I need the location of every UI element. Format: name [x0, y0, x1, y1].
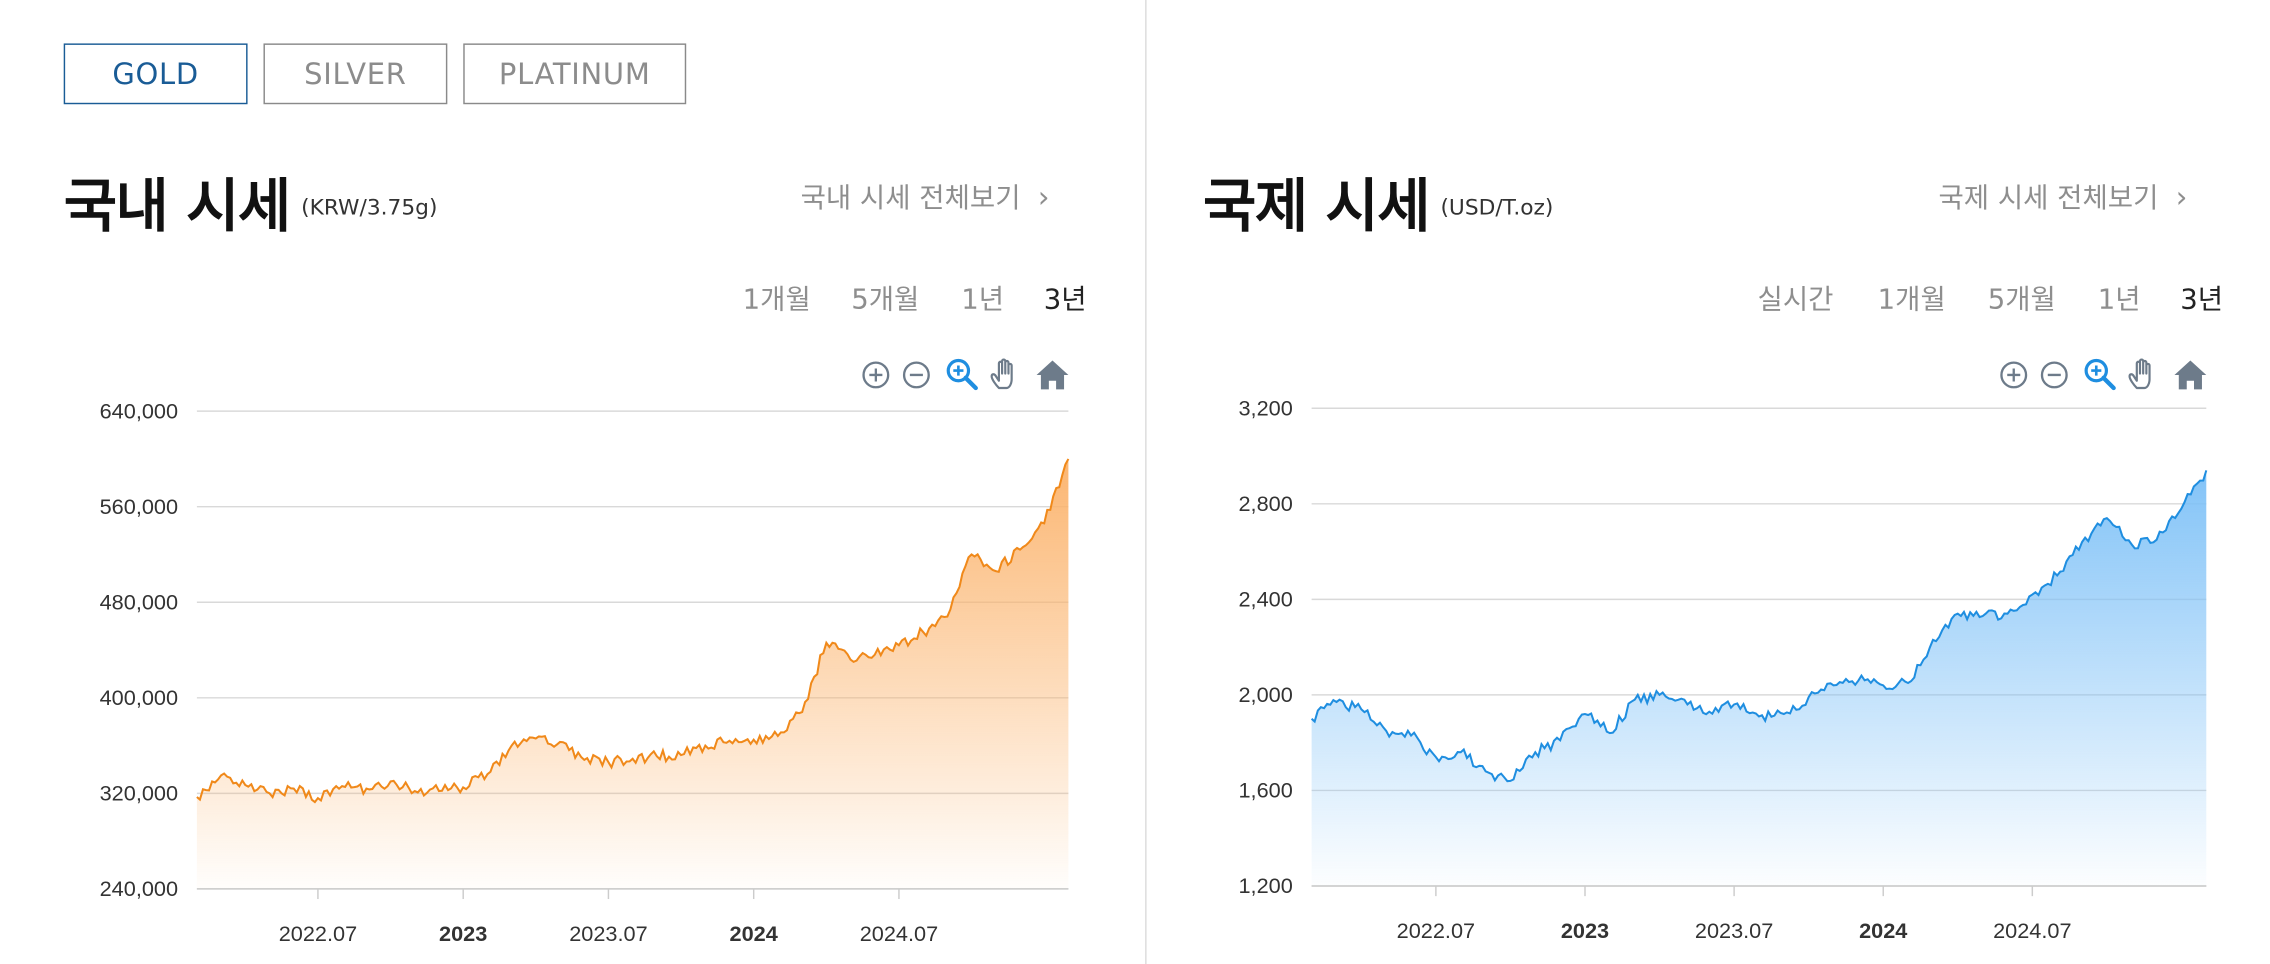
pan-hand-icon[interactable] [987, 356, 1025, 394]
y-tick-label: 320,000 [100, 781, 178, 806]
domestic-title: 국내 시세 [63, 173, 291, 241]
international-period-1y[interactable]: 1년 [2097, 283, 2141, 316]
x-tick-label: 2024.07 [860, 921, 938, 946]
y-tick-label: 3,200 [1238, 395, 1292, 420]
zoom-select-icon[interactable] [944, 356, 982, 394]
chevron-right-icon: › [1037, 179, 1050, 215]
international-period-5m[interactable]: 5개월 [1987, 283, 2056, 316]
domestic-price-chart: 240,000 320,000 400,000 480,000 560,000 640,0… [100, 398, 1070, 946]
panel-divider [1145, 0, 1147, 964]
price-series-line [196, 458, 1070, 804]
x-tick-label: 2024 [730, 921, 778, 946]
y-tick-label: 480,000 [100, 589, 178, 614]
zoom-out-icon[interactable] [900, 356, 938, 394]
international-view-all-label: 국제 시세 전체보기 [1938, 182, 2159, 215]
tab-silver[interactable]: SILVER [263, 43, 448, 105]
x-tick-label: 2024.07 [1993, 918, 2071, 943]
reset-home-icon[interactable] [1034, 356, 1072, 394]
x-tick-label: 2024 [1859, 918, 1907, 943]
international-period-1m[interactable]: 1개월 [1877, 283, 1946, 316]
price-area-fill [1311, 470, 2207, 886]
y-tick-label: 1,600 [1238, 778, 1292, 803]
domestic-period-1m[interactable]: 1개월 [742, 283, 811, 316]
international-unit: (USD/T.oz) [1440, 193, 1554, 221]
y-tick-label: 2,800 [1238, 491, 1292, 516]
zoom-select-icon[interactable] [2082, 356, 2120, 394]
reset-home-icon[interactable] [2172, 356, 2210, 394]
x-tick-label: 2022.07 [279, 921, 357, 946]
pan-hand-icon[interactable] [2125, 356, 2163, 394]
tab-platinum[interactable]: PLATINUM [463, 43, 687, 105]
international-view-all-link[interactable]: 국제 시세 전체보기 › [1938, 177, 2187, 216]
x-tick-label: 2023.07 [1695, 918, 1773, 943]
price-area-fill [196, 458, 1069, 889]
y-tick-label: 640,000 [100, 398, 178, 423]
y-tick-label: 1,200 [1238, 873, 1292, 898]
y-tick-label: 2,000 [1238, 682, 1292, 707]
domestic-view-all-link[interactable]: 국내 시세 전체보기 › [801, 177, 1050, 216]
zoom-in-icon[interactable] [860, 356, 898, 394]
x-tick-label: 2023 [439, 921, 487, 946]
international-title: 국제 시세 [1203, 173, 1430, 241]
zoom-in-icon[interactable] [1998, 356, 2036, 394]
x-tick-label: 2022.07 [1397, 918, 1475, 943]
y-tick-label: 2,400 [1238, 587, 1292, 612]
y-tick-label: 560,000 [100, 494, 178, 519]
domestic-unit: (KRW/3.75g) [301, 193, 438, 221]
price-series-line [1310, 470, 2208, 783]
domestic-period-1y[interactable]: 1년 [961, 283, 1005, 316]
domestic-period-5m[interactable]: 5개월 [851, 283, 920, 316]
domestic-period-3y[interactable]: 3년 [1043, 283, 1087, 316]
international-period-realtime[interactable]: 실시간 [1757, 283, 1834, 316]
x-tick-label: 2023.07 [569, 921, 647, 946]
y-tick-label: 400,000 [100, 685, 178, 710]
tab-gold[interactable]: GOLD [63, 43, 248, 105]
domestic-view-all-label: 국내 시세 전체보기 [800, 182, 1021, 215]
chevron-right-icon: › [2175, 179, 2188, 215]
international-period-3y[interactable]: 3년 [2180, 283, 2224, 316]
zoom-out-icon[interactable] [2038, 356, 2076, 394]
y-tick-label: 240,000 [100, 876, 178, 901]
x-tick-label: 2023 [1561, 918, 1609, 943]
